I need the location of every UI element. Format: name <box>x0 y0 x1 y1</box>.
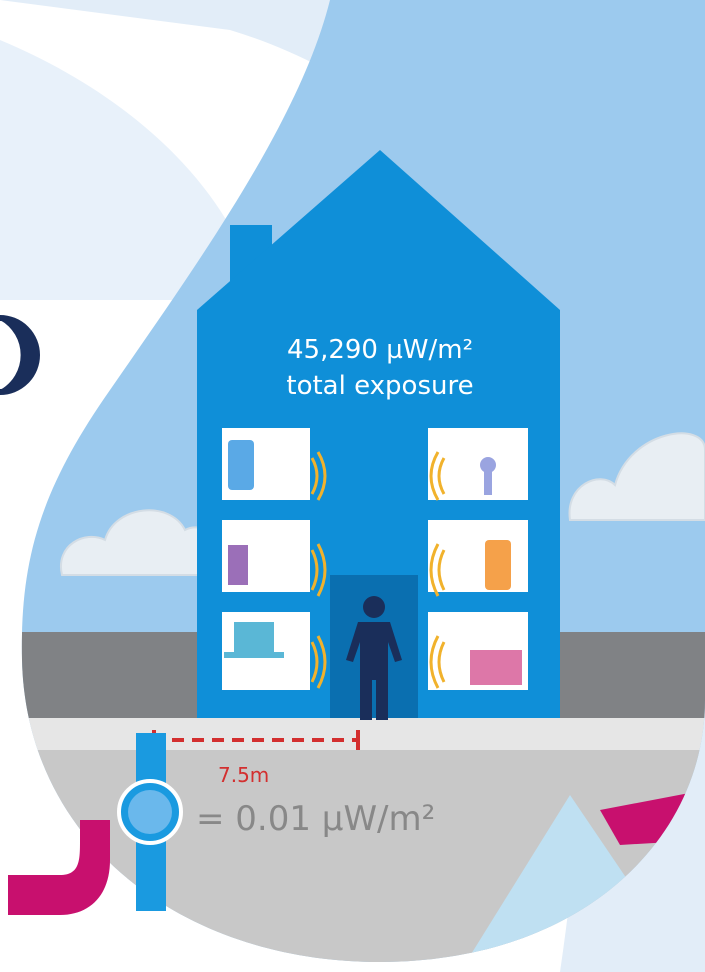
meter-label: = 0.01 µW/m² <box>196 799 435 839</box>
infographic: 45,290 µW/m² total exposure 7.5m = 0.01 … <box>0 0 705 972</box>
meter-face <box>128 790 172 834</box>
distance-label: 7.5m <box>218 763 269 787</box>
exposure-caption: total exposure <box>286 371 473 401</box>
page: 45,290 µW/m² total exposure 7.5m = 0.01 … <box>0 0 705 972</box>
exposure-value: 45,290 µW/m² <box>287 335 473 365</box>
pipe <box>8 820 110 915</box>
road <box>0 718 705 750</box>
